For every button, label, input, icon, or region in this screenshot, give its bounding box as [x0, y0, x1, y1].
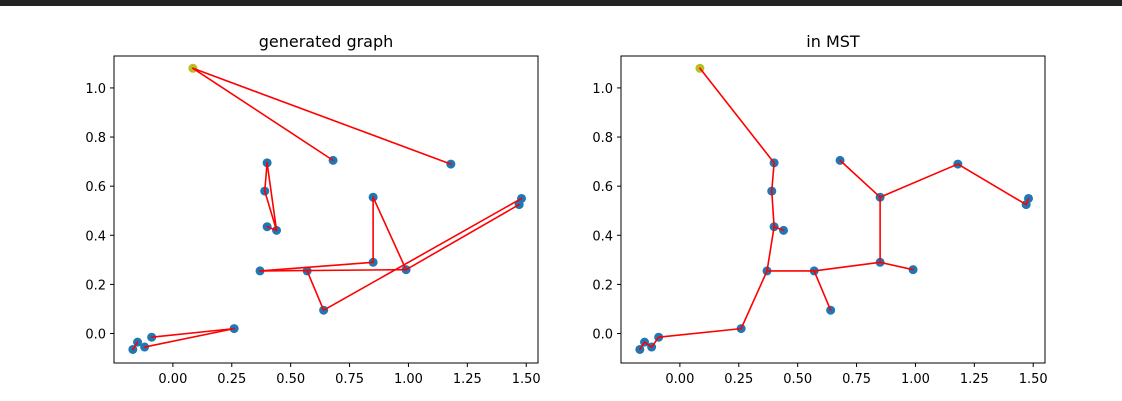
chart-panel-2: in MST 0.00 0.25 0.50 0.75 1.00 1.25 1.50 0.0 0.2… [592, 32, 1047, 387]
x-tick-label: 0.75 [842, 372, 871, 387]
y-tick-label: 0.6 [592, 180, 613, 195]
x-tick-label: 1.25 [960, 372, 989, 387]
graph-edge [813, 261, 881, 272]
y-tick-label: 0.2 [85, 278, 106, 293]
graph-edge [1025, 197, 1030, 206]
graph-edge [306, 270, 325, 311]
x-tick-label: 1.00 [901, 372, 930, 387]
graph-edge [957, 163, 1027, 206]
y-tick-label: 0.4 [592, 229, 613, 244]
graph-edge [150, 327, 235, 339]
x-tick-label: 0.75 [335, 372, 364, 387]
graph-edge [259, 268, 407, 272]
x-tick-label: 0.50 [276, 372, 305, 387]
y-tick-label: 0.0 [85, 328, 106, 343]
graph-edge [263, 190, 278, 232]
y-tick-label: 0.6 [85, 180, 106, 195]
x-tick-label: 0.00 [158, 372, 187, 387]
graph-edge [770, 190, 775, 228]
graph-edge [813, 270, 832, 311]
graph-edge [192, 67, 452, 165]
x-tick-label: 0.25 [724, 372, 753, 387]
x-tick-label: 0.50 [783, 372, 812, 387]
graph-edge [740, 270, 768, 330]
y-tick-label: 0.0 [592, 328, 613, 343]
y-tick-label: 0.4 [85, 229, 106, 244]
graph-edge [132, 341, 139, 351]
graph-edge [773, 225, 785, 232]
graph-edge [405, 203, 520, 271]
graph-edge [372, 196, 407, 271]
chart-title: in MST [806, 32, 860, 51]
chart-title: generated graph [259, 32, 394, 51]
graph-edge [650, 336, 660, 348]
graph-edge [143, 327, 235, 348]
graph-edge [266, 162, 278, 232]
graph-edge [263, 162, 268, 192]
chart-panel-1: generated graph 0.00 0.25 0.50 0.75 1.00 1.25 1… [85, 32, 540, 387]
graph-edge [766, 225, 775, 272]
y-tick-label: 0.8 [85, 131, 106, 146]
x-tick-label: 0.25 [217, 372, 246, 387]
graph-edge [639, 341, 646, 351]
axes-frame [113, 55, 539, 364]
x-tick-label: 1.50 [512, 372, 541, 387]
x-tick-label: 1.50 [1019, 372, 1048, 387]
y-tick-label: 0.2 [592, 278, 613, 293]
x-tick-label: 1.00 [394, 372, 423, 387]
graph-edge [770, 162, 775, 192]
y-tick-label: 1.0 [592, 82, 613, 97]
graph-edge [839, 159, 881, 199]
graph-edge [657, 327, 742, 339]
graph-edge [879, 261, 914, 271]
graph-edge [879, 163, 959, 199]
graph-edge [643, 341, 653, 348]
y-tick-label: 0.8 [592, 131, 613, 146]
x-tick-label: 1.25 [453, 372, 482, 387]
graph-edge [699, 67, 775, 164]
y-tick-label: 1.0 [85, 82, 106, 97]
graph-edge [192, 67, 334, 162]
axes-frame [620, 55, 1046, 364]
graph-edge [266, 225, 278, 232]
graph-edge [259, 261, 374, 272]
x-tick-label: 0.00 [665, 372, 694, 387]
window-top-bar [0, 0, 1122, 6]
graph-edge [322, 197, 523, 311]
